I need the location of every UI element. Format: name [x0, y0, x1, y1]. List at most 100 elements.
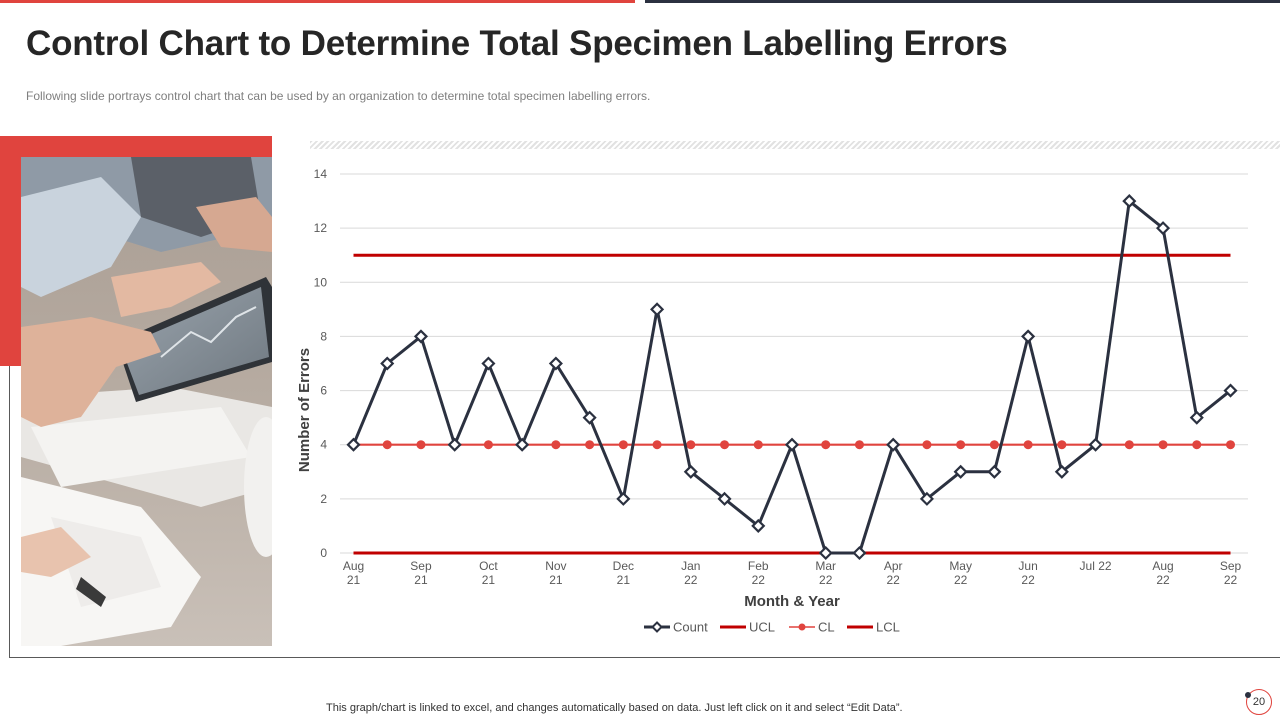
- count-point: [413, 329, 429, 344]
- cl-point: [1057, 440, 1067, 450]
- legend-item-lcl: LCL: [847, 620, 900, 635]
- count-point: [717, 491, 732, 506]
- cl-point: [382, 440, 392, 450]
- cl-point: [1192, 440, 1202, 450]
- count-point: [751, 518, 766, 533]
- count-point: [650, 302, 665, 317]
- count-point: [616, 491, 631, 506]
- chart-header-hatch: [310, 141, 1280, 149]
- y-tick-label: 4: [320, 438, 327, 452]
- cl-point: [753, 440, 763, 450]
- page-subtitle: Following slide portrays control chart t…: [26, 89, 651, 103]
- cl-point: [720, 440, 730, 450]
- control-chart: 0 2 4 6 8 10 12 14 Aug 21 Sep 21 Oct 21 Nov 21 Dec 21 Jan…: [280, 150, 1270, 655]
- x-tick-label: Oct 21: [479, 559, 498, 587]
- y-tick-labels: 0 2 4 6 8 10 12 14: [314, 167, 328, 560]
- count-point: [1155, 221, 1171, 236]
- photo-hands-with-tablet: [21, 157, 272, 646]
- page-number-badge: 20: [1245, 689, 1272, 715]
- cl-point: [585, 440, 595, 450]
- series: [346, 194, 1238, 561]
- count-point: [784, 437, 800, 452]
- count-point: [481, 356, 496, 371]
- count-point: [515, 437, 530, 452]
- count-point: [346, 437, 361, 452]
- y-tick-label: 14: [314, 167, 328, 181]
- count-point: [1021, 329, 1036, 344]
- x-tick-label: Aug 21: [343, 559, 364, 587]
- count-point: [582, 410, 597, 425]
- x-tick-label: May 22: [949, 559, 972, 587]
- y-tick-label: 0: [320, 546, 327, 560]
- y-tick-label: 12: [314, 221, 328, 235]
- x-tick-label: Mar 22: [815, 559, 836, 587]
- count-point: [919, 491, 934, 506]
- x-tick-label: Feb 22: [748, 559, 769, 587]
- cl-point: [686, 440, 696, 450]
- count-point: [1088, 437, 1103, 452]
- cl-point: [922, 440, 932, 450]
- page-title: Control Chart to Determine Total Specime…: [26, 24, 1008, 63]
- legend-label-cl: CL: [818, 620, 835, 635]
- frame-line-vertical: [9, 366, 10, 658]
- count-point: [447, 437, 462, 452]
- count-point: [818, 545, 833, 561]
- photo-illustration: [21, 157, 272, 646]
- legend-label-count: Count: [673, 620, 708, 635]
- x-tick-label: Jul 22: [1080, 559, 1112, 573]
- cl-point: [416, 440, 426, 450]
- page-number: 20: [1252, 696, 1266, 708]
- count-point: [953, 464, 968, 479]
- legend-label-lcl: LCL: [876, 620, 900, 635]
- cl-point: [1158, 440, 1168, 450]
- legend-label-ucl: UCL: [749, 620, 775, 635]
- count-point: [1223, 383, 1238, 398]
- count-point: [683, 464, 698, 479]
- frame-line-horizontal: [9, 657, 1280, 658]
- y-tick-label: 6: [320, 384, 327, 398]
- count-point: [987, 464, 1002, 479]
- series-count: [346, 194, 1238, 561]
- footer-note: This graph/chart is linked to excel, and…: [326, 702, 903, 714]
- y-tick-label: 8: [320, 329, 327, 343]
- cl-point: [551, 440, 561, 450]
- x-tick-label: Dec 21: [613, 559, 634, 587]
- x-tick-label: Jun 22: [1018, 559, 1037, 587]
- cl-point: [483, 440, 493, 450]
- cl-point: [989, 440, 999, 450]
- legend-item-count: Count: [644, 620, 708, 635]
- gridlines: [340, 173, 1248, 554]
- control-chart-svg: 0 2 4 6 8 10 12 14 Aug 21 Sep 21 Oct 21 Nov 21 Dec 21 Jan…: [296, 167, 1248, 635]
- page-dot-icon: [1245, 692, 1251, 698]
- x-tick-label: Aug 22: [1152, 559, 1173, 587]
- y-axis-label: Number of Errors: [296, 348, 313, 472]
- chart-legend: Count UCL CL LCL: [644, 620, 900, 635]
- x-tick-label: Nov 21: [545, 559, 566, 587]
- x-tick-label: Sep 22: [1220, 559, 1242, 587]
- cl-point: [956, 440, 966, 450]
- count-point: [1189, 410, 1204, 425]
- legend-item-ucl: UCL: [720, 620, 775, 635]
- x-tick-label: Jan 22: [681, 559, 700, 587]
- x-tick-labels: Aug 21 Sep 21 Oct 21 Nov 21 Dec 21 Jan 22 Feb 22 Mar 22…: [343, 559, 1242, 587]
- cl-point: [1023, 440, 1033, 450]
- count-point: [380, 356, 395, 371]
- cl-point: [618, 440, 628, 450]
- cl-point: [1124, 440, 1134, 450]
- count-point: [1054, 464, 1069, 479]
- count-point: [548, 356, 563, 371]
- x-axis-label: Month & Year: [744, 593, 840, 610]
- x-tick-label: Apr 22: [884, 559, 903, 587]
- x-tick-label: Sep 21: [410, 559, 432, 587]
- count-point: [852, 545, 867, 561]
- legend-marker-count: [651, 621, 663, 633]
- cl-point: [652, 440, 662, 450]
- count-point: [886, 437, 901, 452]
- y-tick-label: 2: [320, 492, 327, 506]
- top-accent-bar-red: [0, 0, 635, 3]
- cl-point: [1226, 440, 1235, 450]
- top-accent-bar-dark: [645, 0, 1280, 3]
- cl-point: [821, 440, 831, 450]
- count-point: [1122, 194, 1137, 209]
- legend-marker-cl: [798, 623, 806, 631]
